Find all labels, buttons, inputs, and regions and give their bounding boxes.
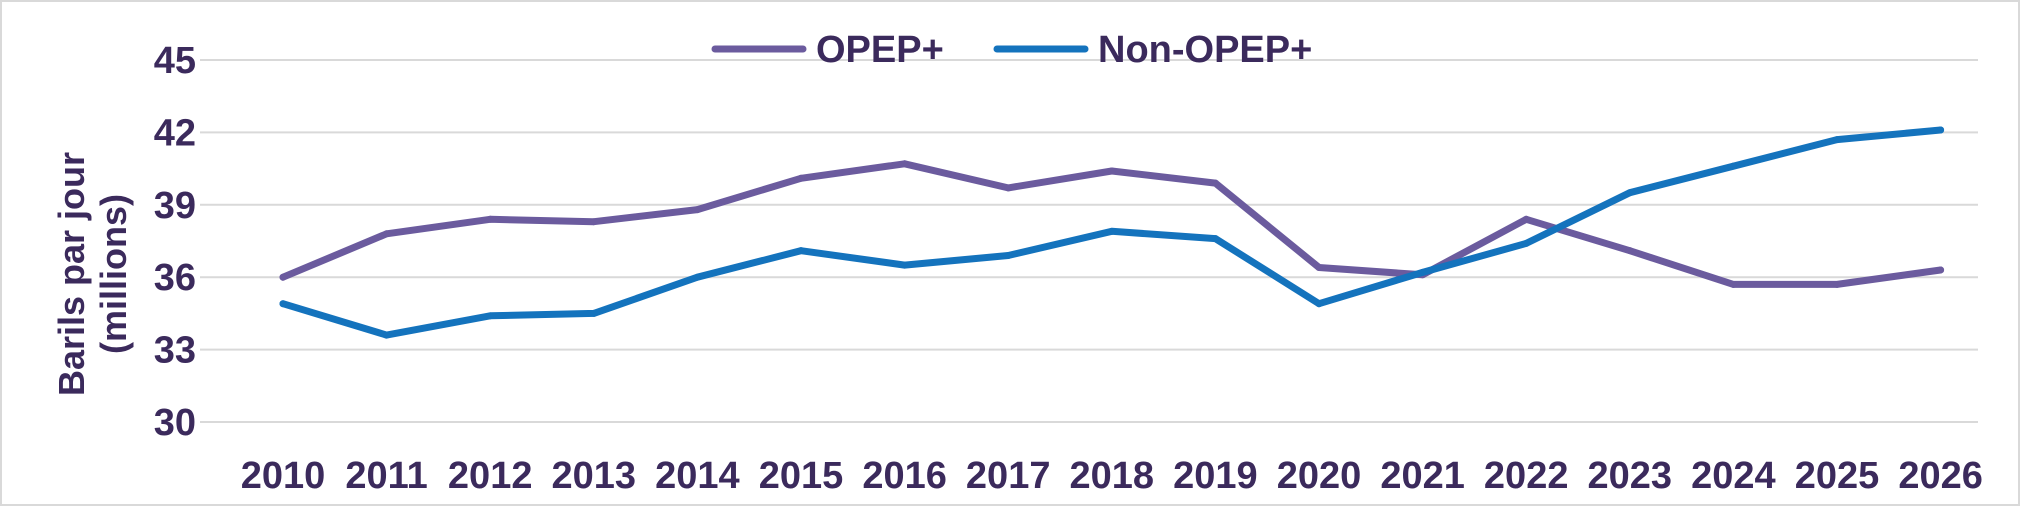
data-point <box>901 261 909 269</box>
x-tick-label: 2025 <box>1795 455 1880 497</box>
y-tick-label: 45 <box>154 40 196 82</box>
x-tick-label: 2015 <box>759 455 844 497</box>
data-point <box>797 174 805 182</box>
data-point <box>486 312 494 320</box>
x-tick-label: 2010 <box>241 455 326 497</box>
data-point <box>1833 280 1841 288</box>
x-tick-label: 2013 <box>552 455 637 497</box>
data-point <box>1937 266 1945 274</box>
series-lines <box>279 126 1945 339</box>
x-tick-label: 2012 <box>448 455 533 497</box>
data-point <box>1729 280 1737 288</box>
data-point <box>590 309 598 317</box>
data-point <box>1004 184 1012 192</box>
legend: OPEP+ Non-OPEP+ <box>711 29 1312 71</box>
y-tick-label: 33 <box>154 330 196 372</box>
data-point <box>279 300 287 308</box>
data-point <box>1729 162 1737 170</box>
legend-label: Non-OPEP+ <box>1098 29 1312 71</box>
data-point <box>279 273 287 281</box>
data-point <box>1315 300 1323 308</box>
x-tick-label: 2011 <box>345 455 427 497</box>
data-point <box>1315 264 1323 272</box>
data-point <box>1108 167 1116 175</box>
data-point <box>383 230 391 238</box>
y-axis-title-line2: (millions) <box>93 194 134 354</box>
x-tick-label: 2014 <box>655 455 740 497</box>
data-point <box>901 160 909 168</box>
data-point <box>1211 235 1219 243</box>
gridlines <box>200 59 1978 423</box>
data-point <box>1522 239 1530 247</box>
data-point <box>1419 268 1427 276</box>
y-tick-label: 36 <box>154 257 196 299</box>
data-point <box>797 247 805 255</box>
data-point <box>693 206 701 214</box>
x-tick-label: 2017 <box>966 455 1051 497</box>
data-point <box>486 215 494 223</box>
data-point <box>1833 136 1841 144</box>
y-tick-label: 39 <box>154 185 196 227</box>
data-point <box>1108 227 1116 235</box>
x-tick-label: 2026 <box>1898 455 1983 497</box>
x-tick-label: 2023 <box>1588 455 1673 497</box>
data-point <box>590 218 598 226</box>
legend-label: OPEP+ <box>816 29 944 71</box>
y-axis-title-line1: Barils par jour <box>51 152 92 396</box>
data-point <box>1937 126 1945 134</box>
data-point <box>693 273 701 281</box>
data-point <box>1626 189 1634 197</box>
x-tick-label: 2016 <box>862 455 947 497</box>
data-point <box>383 331 391 339</box>
x-axis-ticks: 2010 2011 2012 2013 2014 2015 2016 2017 2018 2019… <box>241 455 1983 497</box>
x-tick-label: 2018 <box>1070 455 1155 497</box>
data-point <box>1004 251 1012 259</box>
x-tick-label: 2019 <box>1173 455 1258 497</box>
x-tick-label: 2024 <box>1691 455 1776 497</box>
x-tick-label: 2022 <box>1484 455 1569 497</box>
data-point <box>1211 179 1219 187</box>
series-line-opep-plus <box>279 160 1945 288</box>
y-tick-label: 42 <box>154 112 196 154</box>
y-axis-ticks: 30 33 36 39 42 45 <box>154 40 196 444</box>
x-tick-label: 2021 <box>1380 455 1465 497</box>
data-point <box>1626 247 1634 255</box>
y-tick-label: 30 <box>154 402 196 444</box>
x-tick-label: 2020 <box>1277 455 1362 497</box>
data-point <box>1522 215 1530 223</box>
